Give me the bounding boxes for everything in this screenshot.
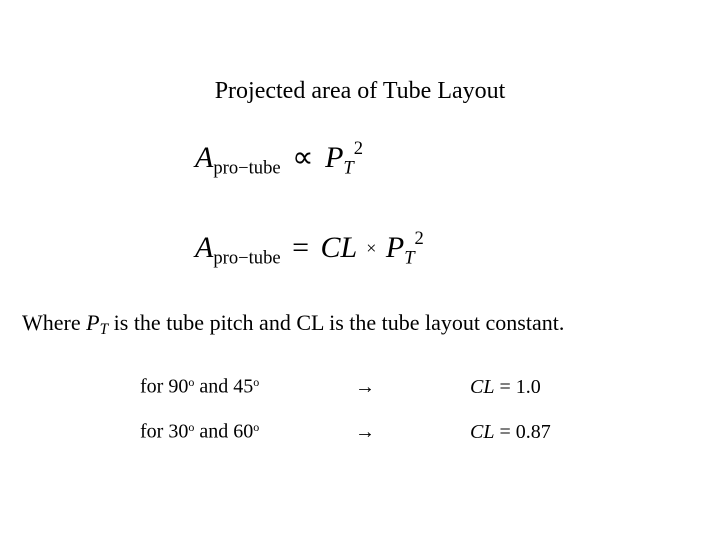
cl1-a2: 45: [233, 376, 253, 398]
eq2-mid: CL: [321, 231, 357, 264]
equation-proportional: Apro−tube ∝ PT2: [195, 138, 363, 180]
cl2-eq: =: [494, 421, 515, 443]
cl1-for: for: [140, 376, 168, 398]
where-prefix: Where: [22, 310, 86, 335]
eq2-rhs-sup: 2: [415, 228, 424, 249]
eq2-relation: =: [288, 231, 313, 264]
eq1-rhs-letter: P: [325, 141, 343, 174]
eq2-lhs-letter: A: [195, 231, 213, 264]
eq2-times: ×: [364, 238, 378, 258]
eq1-rhs-sup: 2: [354, 138, 363, 159]
cl1-and: and: [194, 376, 233, 398]
cl-row-1: for 90o and 45o → CL = 1.0: [140, 375, 541, 399]
cl2-a2: 60: [233, 421, 253, 443]
eq1-relation: ∝: [288, 141, 317, 174]
eq2-rhs-letter: P: [386, 231, 404, 264]
where-sym: P: [86, 310, 99, 335]
cl1-a2-deg: o: [253, 375, 259, 389]
eq1-lhs-sub: pro−tube: [213, 158, 280, 179]
cl2-a2-deg: o: [253, 420, 259, 434]
cl2-for: for: [140, 421, 168, 443]
equation-equals: Apro−tube = CL × PT2: [195, 228, 424, 270]
page-title: Projected area of Tube Layout: [0, 78, 720, 105]
eq2-lhs-sub: pro−tube: [213, 248, 280, 269]
cl2-lhs: CL: [470, 421, 494, 443]
cl1-eq: =: [494, 376, 515, 398]
cl1-arrow: →: [355, 376, 465, 399]
cl2-a1: 30: [168, 421, 188, 443]
cl1-val: 1.0: [516, 376, 541, 398]
cl-row-2: for 30o and 60o → CL = 0.87: [140, 420, 551, 444]
cl2-val: 0.87: [516, 421, 551, 443]
eq1-rhs-sub: T: [343, 158, 353, 179]
cl2-and: and: [194, 421, 233, 443]
where-sym-sub: T: [100, 321, 109, 338]
where-suffix: is the tube pitch and CL is the tube lay…: [108, 310, 564, 335]
cl2-arrow: →: [355, 421, 465, 444]
cl1-a1: 90: [168, 376, 188, 398]
slide: Projected area of Tube Layout Apro−tube …: [0, 0, 720, 540]
eq2-rhs-sub: T: [404, 248, 414, 269]
cl1-lhs: CL: [470, 376, 494, 398]
eq1-lhs-letter: A: [195, 141, 213, 174]
where-line: Where PT is the tube pitch and CL is the…: [22, 310, 564, 339]
